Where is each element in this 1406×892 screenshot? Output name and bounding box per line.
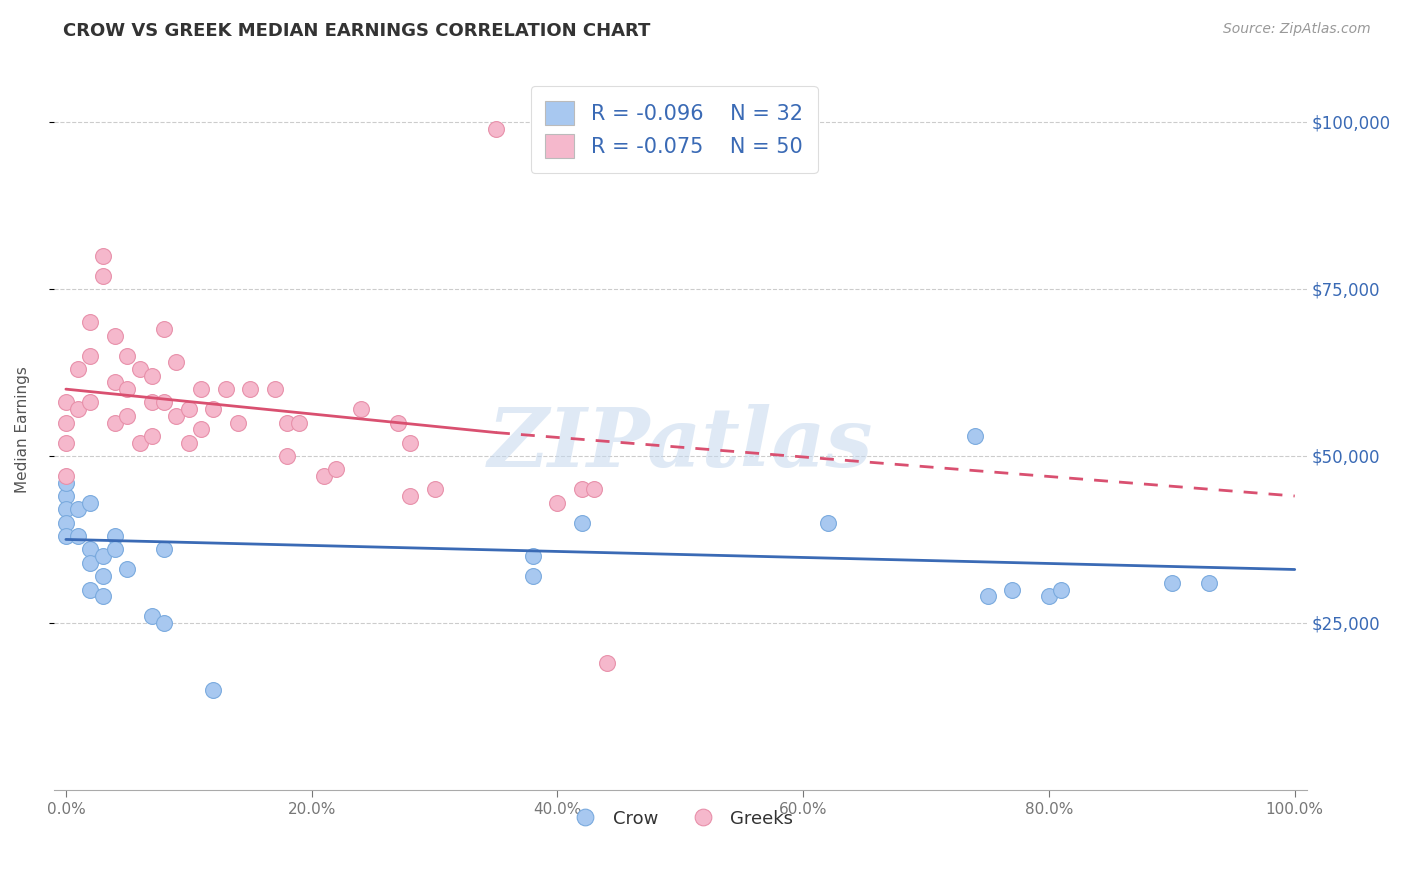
Point — [312, 469, 335, 483]
Point — [55, 416, 77, 430]
Point — [91, 549, 114, 563]
Point — [177, 402, 200, 417]
Point — [79, 349, 101, 363]
Point — [571, 483, 593, 497]
Point — [1198, 575, 1220, 590]
Point — [67, 402, 90, 417]
Point — [399, 489, 422, 503]
Point — [153, 615, 176, 630]
Point — [67, 502, 90, 516]
Point — [79, 315, 101, 329]
Point — [1001, 582, 1024, 597]
Point — [177, 435, 200, 450]
Point — [141, 429, 163, 443]
Point — [817, 516, 839, 530]
Point — [350, 402, 373, 417]
Text: ZIPatlas: ZIPatlas — [488, 404, 873, 483]
Point — [1050, 582, 1073, 597]
Point — [276, 449, 298, 463]
Point — [595, 656, 617, 670]
Point — [141, 609, 163, 624]
Text: Source: ZipAtlas.com: Source: ZipAtlas.com — [1223, 22, 1371, 37]
Point — [67, 362, 90, 376]
Point — [91, 268, 114, 283]
Point — [214, 382, 236, 396]
Point — [202, 682, 225, 697]
Text: CROW VS GREEK MEDIAN EARNINGS CORRELATION CHART: CROW VS GREEK MEDIAN EARNINGS CORRELATIO… — [63, 22, 651, 40]
Point — [239, 382, 262, 396]
Point — [91, 248, 114, 262]
Point — [104, 328, 127, 343]
Point — [387, 416, 409, 430]
Point — [546, 496, 568, 510]
Point — [117, 409, 139, 423]
Point — [55, 529, 77, 543]
Point — [55, 435, 77, 450]
Point — [79, 542, 101, 557]
Point — [128, 362, 150, 376]
Y-axis label: Median Earnings: Median Earnings — [15, 366, 30, 492]
Point — [153, 322, 176, 336]
Point — [55, 469, 77, 483]
Point — [79, 556, 101, 570]
Point — [1160, 575, 1182, 590]
Point — [153, 395, 176, 409]
Point — [104, 529, 127, 543]
Point — [423, 483, 446, 497]
Point — [55, 489, 77, 503]
Point — [190, 382, 212, 396]
Point — [55, 516, 77, 530]
Point — [166, 409, 188, 423]
Point — [153, 542, 176, 557]
Point — [141, 368, 163, 383]
Point — [976, 589, 998, 603]
Legend: Crow, Greeks: Crow, Greeks — [560, 803, 800, 835]
Point — [522, 549, 544, 563]
Point — [104, 542, 127, 557]
Point — [288, 416, 311, 430]
Point — [91, 589, 114, 603]
Point — [485, 121, 508, 136]
Point — [117, 349, 139, 363]
Point — [79, 395, 101, 409]
Point — [276, 416, 298, 430]
Point — [117, 382, 139, 396]
Point — [67, 529, 90, 543]
Point — [91, 569, 114, 583]
Point — [117, 562, 139, 576]
Point — [190, 422, 212, 436]
Point — [55, 475, 77, 490]
Point — [571, 516, 593, 530]
Point — [1038, 589, 1060, 603]
Point — [226, 416, 249, 430]
Point — [399, 435, 422, 450]
Point — [202, 402, 225, 417]
Point — [522, 569, 544, 583]
Point — [965, 429, 987, 443]
Point — [583, 483, 606, 497]
Point — [104, 376, 127, 390]
Point — [263, 382, 285, 396]
Point — [55, 502, 77, 516]
Point — [128, 435, 150, 450]
Point — [325, 462, 347, 476]
Point — [79, 582, 101, 597]
Point — [55, 395, 77, 409]
Point — [104, 416, 127, 430]
Point — [166, 355, 188, 369]
Point — [141, 395, 163, 409]
Point — [79, 496, 101, 510]
